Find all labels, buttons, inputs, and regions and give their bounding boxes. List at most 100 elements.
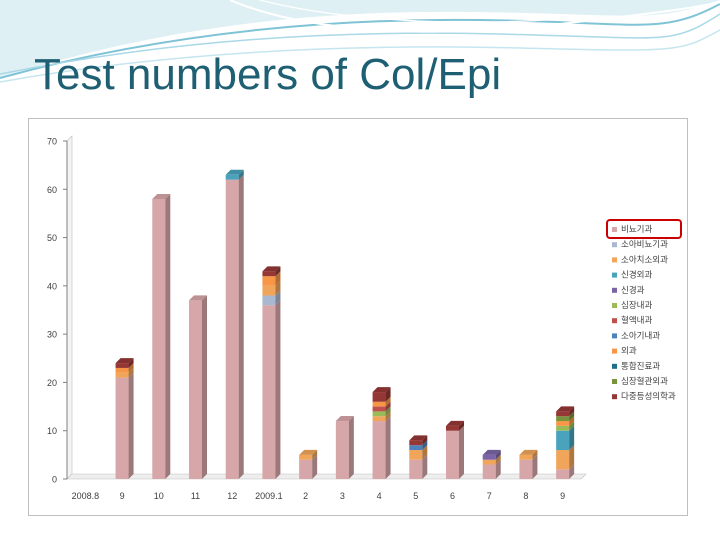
y-tick-label: 0 bbox=[52, 475, 57, 485]
slide-title: Test numbers of Col/Epi bbox=[34, 50, 502, 99]
bar-segment bbox=[225, 174, 239, 180]
bar-segment bbox=[115, 367, 129, 373]
bar-segment-side bbox=[312, 454, 318, 479]
bar-top-face bbox=[299, 449, 318, 455]
bar-segment bbox=[262, 305, 276, 479]
y-tick-label: 10 bbox=[47, 426, 57, 436]
bar-segment bbox=[262, 276, 276, 286]
bar-segment bbox=[409, 445, 423, 451]
legend-label: 소아비뇨기과 bbox=[621, 239, 668, 250]
x-tick-label: 2008.8 bbox=[72, 491, 100, 501]
legend-label: 신경과 bbox=[621, 285, 645, 296]
legend-label: 심장내과 bbox=[621, 300, 652, 311]
bar-segment bbox=[482, 464, 496, 479]
bar-segment-side bbox=[128, 358, 134, 368]
bar-segment bbox=[299, 459, 313, 479]
bar-top-face bbox=[335, 416, 354, 422]
legend-label: 소아치소외과 bbox=[621, 254, 668, 265]
bar-segment-side bbox=[312, 449, 318, 460]
legend-swatch bbox=[612, 287, 617, 293]
bar-segment-side bbox=[202, 295, 207, 479]
bar-segment bbox=[409, 440, 423, 446]
bar-top-face bbox=[115, 358, 134, 364]
bar-top-face bbox=[225, 169, 244, 175]
x-tick-label: 12 bbox=[227, 491, 237, 501]
x-tick-label: 8 bbox=[523, 491, 528, 501]
chart-side-wall bbox=[66, 135, 73, 480]
bar-segment bbox=[189, 300, 202, 479]
bar-segment bbox=[556, 411, 570, 417]
bar-segment-side bbox=[275, 266, 281, 277]
bar-segment-side bbox=[422, 435, 428, 446]
bar-segment-side bbox=[128, 362, 134, 373]
bar-segment bbox=[115, 377, 129, 479]
bar-segment-side bbox=[385, 416, 391, 479]
chart-area: 0 10 20 30 40 50 60 70 2008.8 9 10 11 12 2009.1 2 3 4 5 6 7… bbox=[28, 118, 688, 516]
bar-segment-side bbox=[459, 420, 464, 431]
x-tick-label: 11 bbox=[191, 491, 200, 501]
bar-segment-side bbox=[165, 193, 171, 479]
bar-segment-side bbox=[128, 372, 134, 479]
bar-segment-side bbox=[422, 440, 428, 451]
bar-segment bbox=[409, 459, 423, 479]
bar-segment-side bbox=[275, 280, 281, 296]
x-tick-label: 5 bbox=[413, 491, 418, 501]
bar-segment bbox=[115, 372, 129, 378]
bar-segment bbox=[556, 425, 570, 431]
legend-swatch bbox=[612, 272, 617, 278]
bar-segment bbox=[225, 179, 239, 479]
stacked-bar-chart: 0 10 20 30 40 50 60 70 2008.8 9 10 11 12 2009.1 2 3 4 5 6 7… bbox=[47, 135, 682, 501]
bar-segment-side bbox=[385, 401, 391, 412]
bar-segment bbox=[556, 430, 570, 451]
bar-segment-side bbox=[275, 271, 281, 286]
y-tick-label: 20 bbox=[47, 378, 57, 388]
bar-top-face bbox=[262, 266, 281, 272]
bar-segment bbox=[372, 392, 386, 402]
y-tick-label: 30 bbox=[47, 330, 57, 340]
bar-segment bbox=[409, 450, 423, 460]
bar-segment-side bbox=[569, 420, 575, 431]
x-tick-label: 2 bbox=[303, 491, 308, 501]
bar-segment-side bbox=[385, 406, 391, 417]
y-tick-label: 50 bbox=[47, 233, 57, 243]
bar-segment bbox=[372, 406, 386, 412]
bar-segment bbox=[115, 363, 129, 368]
bar-segment bbox=[372, 421, 386, 479]
legend-swatch bbox=[612, 333, 617, 339]
legend-swatch bbox=[612, 227, 617, 232]
bar-segment bbox=[519, 454, 533, 460]
y-tick-label: 40 bbox=[47, 281, 57, 291]
y-tick-label: 70 bbox=[47, 137, 57, 147]
bar-segment bbox=[299, 454, 313, 460]
bar-top-face bbox=[372, 387, 391, 393]
x-tick-label: 2009.1 bbox=[255, 491, 283, 501]
legend-swatch bbox=[612, 303, 617, 308]
bar-segment bbox=[482, 454, 496, 460]
bar-segment-side bbox=[569, 416, 575, 426]
legend-swatch bbox=[612, 348, 617, 354]
bar-top-face bbox=[446, 420, 464, 426]
bar-segment-side bbox=[275, 300, 281, 479]
bar-segment-side bbox=[275, 290, 281, 306]
bar-segment-side bbox=[569, 411, 575, 422]
bar-segment-side bbox=[238, 174, 244, 479]
legend-label: 통합진료과 bbox=[621, 361, 660, 372]
bar-top-face bbox=[409, 435, 428, 441]
bar-segment bbox=[262, 271, 276, 277]
bar-top-face bbox=[482, 449, 501, 455]
bar-segment-side bbox=[495, 459, 501, 479]
bar-segment bbox=[372, 416, 386, 422]
bar-top-face bbox=[152, 193, 171, 199]
x-tick-label: 4 bbox=[377, 491, 382, 501]
bar-segment-side bbox=[569, 406, 575, 417]
legend-label: 비뇨기과 bbox=[621, 225, 652, 235]
legend-highlight-box bbox=[606, 219, 682, 239]
bar-segment bbox=[482, 459, 496, 465]
bar-segment-side bbox=[459, 425, 464, 479]
bar-top-face bbox=[189, 295, 207, 301]
x-tick-label: 9 bbox=[120, 491, 125, 501]
legend-label: 신경외과 bbox=[621, 270, 652, 281]
bar-segment bbox=[556, 416, 570, 422]
bar-segment-side bbox=[422, 445, 428, 460]
bar-segment-side bbox=[385, 411, 391, 422]
